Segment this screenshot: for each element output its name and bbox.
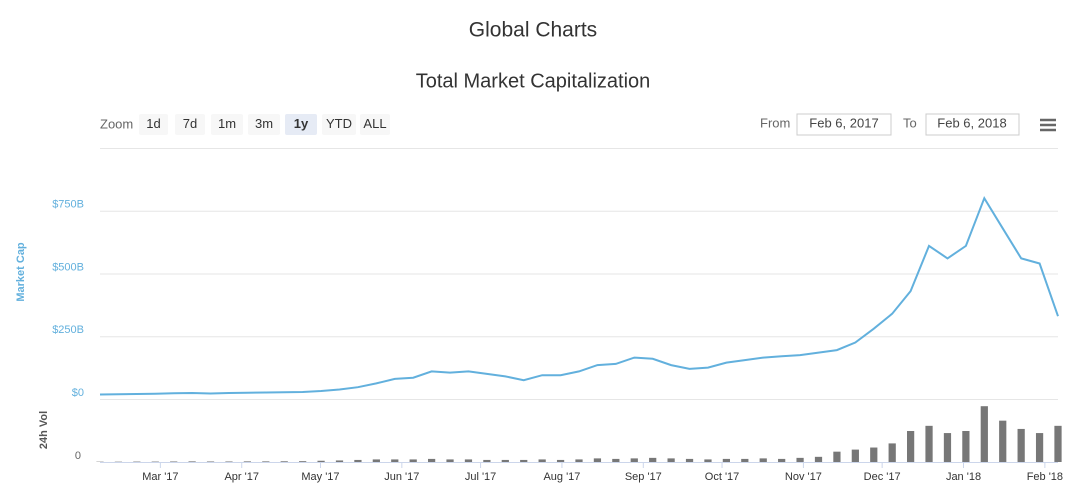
volume-bar	[833, 451, 841, 462]
y-tick-label: 0	[75, 450, 81, 462]
y-axis-title: 24h Vol	[38, 411, 50, 449]
volume-bar	[483, 459, 491, 462]
market-cap-line	[99, 195, 1059, 396]
x-tick-label: Sep '17	[625, 471, 662, 483]
volume-bar	[262, 461, 270, 462]
volume-bar	[188, 461, 196, 462]
from-input[interactable]	[796, 113, 892, 136]
volume-bar	[225, 461, 233, 462]
y-tick-label: $0	[72, 387, 84, 399]
volume-bar	[612, 458, 620, 462]
volume-bar	[943, 433, 952, 462]
volume-bar	[999, 420, 1007, 462]
volume-bar	[704, 459, 712, 462]
from-label: From	[760, 115, 790, 130]
volume-bar	[870, 447, 878, 462]
volume-bar	[722, 458, 730, 462]
volume-bar	[372, 459, 380, 462]
volume-bar	[575, 459, 583, 462]
chart-title: Total Market Capitalization	[416, 70, 651, 92]
x-tick-label: Jun '17	[384, 471, 419, 483]
from-value: Feb 6, 2017	[809, 115, 878, 130]
volume-bar	[741, 458, 749, 462]
zoom-button[interactable]	[322, 114, 356, 135]
to-label: To	[903, 115, 917, 130]
volume-bar	[391, 459, 399, 462]
volume-bar	[925, 425, 933, 462]
x-tick-label: Nov '17	[785, 471, 822, 483]
volume-bar	[428, 458, 436, 462]
volume-bar	[317, 460, 325, 462]
y-tick-label: $250B	[52, 324, 84, 336]
volume-bar	[778, 458, 786, 462]
volume-bar	[851, 449, 859, 462]
zoom-button[interactable]	[248, 114, 280, 135]
to-input[interactable]	[925, 113, 1020, 136]
zoom-button-label: 7d	[183, 116, 197, 131]
volume-bar	[962, 431, 970, 462]
page-title: Global Charts	[469, 19, 597, 42]
volume-bar	[170, 461, 178, 462]
volume-bar	[299, 461, 307, 462]
zoom-button[interactable]	[139, 114, 168, 135]
volume-bar	[556, 459, 565, 462]
volume-bar	[446, 459, 454, 462]
volume-bar	[409, 459, 417, 462]
zoom-button-label: 1y	[294, 116, 309, 131]
volume-bar	[814, 456, 823, 462]
volume-bar	[464, 459, 473, 462]
volume-bar	[501, 459, 509, 462]
volume-bar	[1035, 433, 1044, 462]
volume-bar	[520, 459, 528, 462]
to-value: Feb 6, 2018	[937, 115, 1006, 130]
x-tick-label: Aug '17	[543, 471, 580, 483]
volume-bar	[335, 460, 344, 462]
zoom-button[interactable]	[175, 114, 205, 135]
x-tick-label: Oct '17	[705, 471, 740, 483]
x-tick-label: Jul '17	[465, 471, 496, 483]
volume-bar	[630, 458, 638, 462]
volume-bar	[538, 459, 546, 462]
zoom-button[interactable]	[285, 114, 317, 135]
volume-bar	[888, 443, 896, 462]
x-tick-label: May '17	[301, 471, 339, 483]
x-tick-label: Mar '17	[142, 471, 178, 483]
x-tick-label: Dec '17	[864, 471, 901, 483]
volume-bar	[685, 458, 694, 462]
volume-bar	[593, 458, 602, 462]
volume-bar	[354, 459, 362, 462]
volume-bar	[1054, 425, 1062, 462]
zoom-button-label: ALL	[363, 116, 386, 131]
zoom-label: Zoom	[100, 116, 133, 131]
volume-bar	[649, 457, 657, 462]
zoom-button-label: 1m	[218, 116, 236, 131]
menu-button[interactable]	[1040, 118, 1056, 132]
x-tick-label: Jan '18	[946, 471, 981, 483]
zoom-button[interactable]	[360, 114, 390, 135]
volume-bar	[667, 458, 675, 462]
y-axis-title: Market Cap	[15, 242, 27, 302]
volume-bar	[980, 406, 988, 462]
x-tick-label: Apr '17	[224, 471, 259, 483]
x-tick-label: Feb '18	[1027, 471, 1063, 483]
zoom-button[interactable]	[211, 114, 243, 135]
y-tick-label: $500B	[52, 261, 84, 273]
volume-bar	[243, 461, 251, 462]
volume-bar	[206, 461, 215, 462]
y-tick-label: $750B	[52, 199, 84, 211]
volume-bar	[280, 461, 288, 462]
zoom-button-label: 3m	[255, 116, 273, 131]
volume-bar	[907, 431, 915, 462]
volume-bar	[1017, 428, 1025, 462]
zoom-button-label: YTD	[326, 116, 352, 131]
volume-bar	[796, 457, 804, 462]
zoom-button-label: 1d	[146, 116, 160, 131]
volume-bar	[759, 458, 767, 462]
